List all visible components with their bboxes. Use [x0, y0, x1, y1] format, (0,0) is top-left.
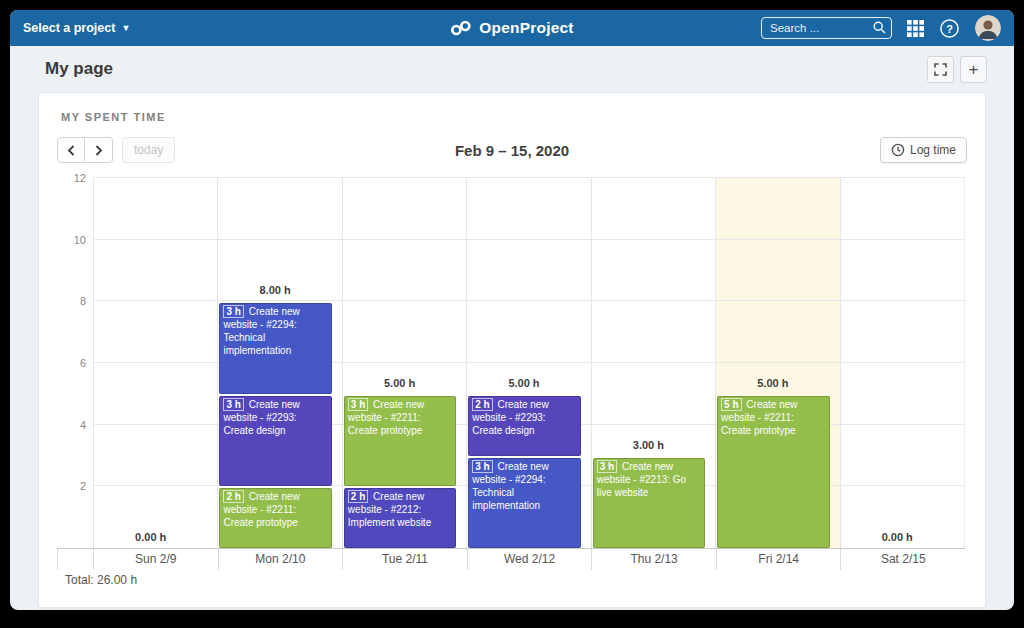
global-search	[761, 17, 892, 39]
day-axis-label: Tue 2/11	[342, 549, 467, 570]
day-column[interactable]: 3 h Create new website - #2213: Go live …	[591, 178, 715, 548]
entry-hours-badge: 5 h	[721, 398, 741, 411]
y-tick-label: 4	[60, 418, 86, 432]
week-nav	[57, 137, 113, 163]
entry-hours-badge: 2 h	[472, 398, 492, 411]
my-spent-time-widget: MY SPENT TIME today Feb 9 – 15, 2020	[38, 92, 986, 608]
day-total-label: 5.00 h	[343, 376, 456, 390]
entry-hours-badge: 3 h	[223, 398, 243, 411]
clock-icon	[891, 143, 905, 157]
grid-icon	[907, 20, 924, 37]
chevron-down-icon: ▼	[121, 23, 130, 33]
log-time-label: Log time	[910, 143, 956, 157]
top-navbar: Select a project ▼ OpenProject	[10, 10, 1014, 46]
entry-hours-badge: 3 h	[348, 398, 368, 411]
widget-heading: MY SPENT TIME	[61, 111, 965, 123]
day-axis-label: Sun 2/9	[93, 549, 218, 570]
day-axis-label: Thu 2/13	[591, 549, 716, 570]
y-tick-label: 8	[60, 294, 86, 308]
page-actions: +	[927, 56, 987, 83]
time-entry-block[interactable]: 2 h Create new website - #2211: Create p…	[219, 488, 331, 548]
day-column[interactable]: 3 h Create new website - #2294: Technica…	[466, 178, 590, 548]
day-total-label: 0.00 h	[94, 530, 207, 544]
app-window: Select a project ▼ OpenProject	[10, 10, 1014, 610]
navbar-right: ?	[761, 15, 1001, 41]
axis-corner-cell	[57, 549, 93, 570]
time-entry-block[interactable]: 2 h Create new website - #2293: Create d…	[468, 396, 580, 456]
help-menu-button[interactable]: ?	[939, 18, 960, 39]
brand-logo[interactable]: OpenProject	[450, 10, 573, 46]
day-axis-label: Fri 2/14	[716, 549, 841, 570]
time-entry-block[interactable]: 5 h Create new website - #2211: Create p…	[717, 396, 829, 548]
log-time-button[interactable]: Log time	[880, 137, 967, 163]
time-entry-block[interactable]: 3 h Create new website - #2294: Technica…	[219, 303, 331, 394]
entry-hours-badge: 3 h	[472, 460, 492, 473]
day-column[interactable]: 0.00 h	[840, 178, 964, 548]
help-icon: ?	[939, 18, 960, 39]
spent-time-chart: 24681012 0.00 h2 h Create new website - …	[57, 178, 965, 587]
today-button[interactable]: today	[122, 137, 175, 163]
entry-hours-badge: 2 h	[348, 490, 368, 503]
day-total-label: 0.00 h	[841, 530, 954, 544]
period-title: Feb 9 – 15, 2020	[57, 142, 967, 159]
expand-widgets-button[interactable]	[927, 56, 954, 83]
day-column[interactable]: 2 h Create new website - #2212: Implemen…	[342, 178, 466, 548]
brand-name: OpenProject	[479, 19, 573, 37]
day-column[interactable]: 0.00 h	[93, 178, 217, 548]
day-total-label: 3.00 h	[592, 438, 705, 452]
modules-menu-button[interactable]	[907, 20, 924, 37]
avatar-photo	[975, 15, 1001, 41]
total-spent-time: Total: 26.00 h	[65, 573, 965, 587]
time-entry-block[interactable]: 3 h Create new website - #2213: Go live …	[593, 458, 705, 549]
page-header: My page +	[10, 46, 1014, 92]
project-selector[interactable]: Select a project ▼	[23, 21, 130, 35]
x-axis-days: Sun 2/9Mon 2/10Tue 2/11Wed 2/12Thu 2/13F…	[57, 548, 965, 570]
chart-plot: 0.00 h 2 h Create new website - #2211: Cr…	[93, 178, 965, 548]
time-entry-block[interactable]: 3 h Create new website - #2293: Create d…	[219, 396, 331, 487]
day-total-label: 8.00 h	[218, 283, 331, 297]
y-tick-label: 12	[60, 171, 86, 185]
chevron-left-icon	[67, 145, 76, 156]
time-entry-block[interactable]: 3 h Create new website - #2211: Create p…	[344, 396, 456, 487]
add-widget-button[interactable]: +	[960, 56, 987, 83]
svg-text:?: ?	[946, 22, 953, 34]
page-title: My page	[45, 59, 113, 79]
day-column[interactable]: 5 h Create new website - #2211: Create p…	[715, 178, 839, 548]
openproject-logo-icon	[450, 20, 472, 36]
day-total-label: 5.00 h	[467, 376, 580, 390]
chevron-right-icon	[94, 145, 103, 156]
time-entry-block[interactable]: 2 h Create new website - #2212: Implemen…	[344, 488, 456, 548]
entry-hours-badge: 3 h	[597, 460, 617, 473]
time-entry-block[interactable]: 3 h Create new website - #2294: Technica…	[468, 458, 580, 549]
calendar-toolbar: today Feb 9 – 15, 2020 Log time	[57, 136, 967, 164]
day-total-label: 5.00 h	[716, 376, 829, 390]
entry-hours-badge: 2 h	[223, 490, 243, 503]
day-axis-label: Sat 2/15	[840, 549, 965, 570]
day-axis-label: Mon 2/10	[218, 549, 343, 570]
project-selector-label: Select a project	[23, 21, 115, 35]
day-column[interactable]: 2 h Create new website - #2211: Create p…	[217, 178, 341, 548]
y-axis: 24681012	[57, 178, 93, 548]
expand-icon	[934, 63, 947, 76]
entry-hours-badge: 3 h	[223, 305, 243, 318]
search-icon	[872, 20, 887, 35]
y-tick-label: 6	[60, 356, 86, 370]
user-avatar[interactable]	[975, 15, 1001, 41]
next-week-button[interactable]	[85, 137, 113, 163]
y-tick-label: 2	[60, 479, 86, 493]
y-tick-label: 10	[60, 233, 86, 247]
previous-week-button[interactable]	[57, 137, 85, 163]
day-axis-label: Wed 2/12	[467, 549, 592, 570]
